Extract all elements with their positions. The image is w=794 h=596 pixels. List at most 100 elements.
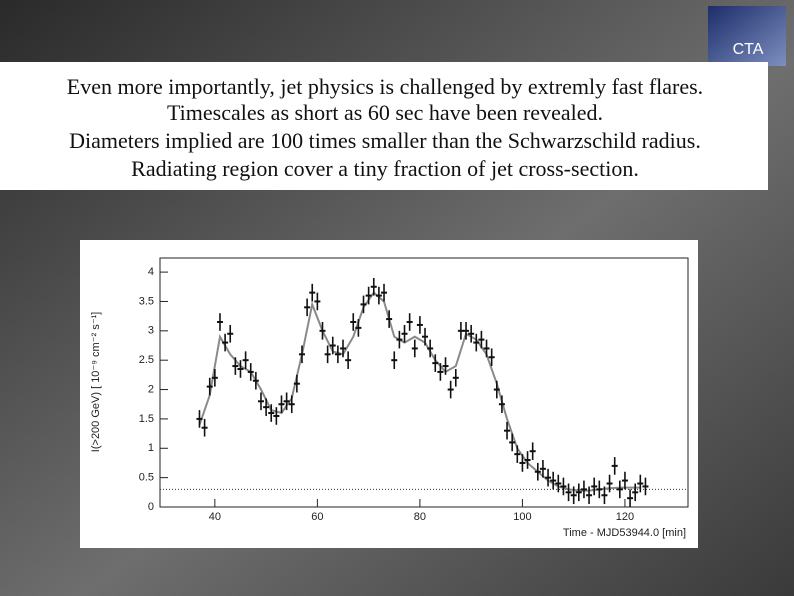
point: [278, 403, 285, 406]
point: [575, 491, 582, 494]
point: [498, 403, 505, 406]
point: [319, 329, 326, 332]
point: [427, 347, 434, 350]
point: [201, 426, 208, 429]
y-tick-label: 0: [148, 501, 154, 513]
point: [196, 417, 203, 420]
point: [329, 344, 336, 347]
point: [386, 318, 393, 321]
point: [298, 353, 305, 356]
x-tick-label: 60: [311, 511, 323, 523]
y-axis-label: I(>200 GeV) [ 10⁻⁹ cm⁻² s⁻¹]: [90, 312, 102, 452]
point: [396, 338, 403, 341]
point: [360, 303, 367, 306]
point: [345, 359, 352, 362]
point: [432, 362, 439, 365]
y-tick-label: 3: [148, 325, 154, 337]
point: [468, 332, 475, 335]
point: [519, 461, 526, 464]
y-tick-label: 0.5: [139, 472, 154, 484]
point: [401, 332, 408, 335]
y-tick-label: 4: [148, 266, 154, 278]
point: [222, 341, 229, 344]
point: [314, 300, 321, 303]
point: [493, 388, 500, 391]
slide-line: Radiating region cover a tiny fraction o…: [131, 156, 639, 181]
point: [478, 338, 485, 341]
point: [591, 485, 598, 488]
point: [529, 450, 536, 453]
point: [539, 467, 546, 470]
point: [601, 494, 608, 497]
point: [473, 341, 480, 344]
point: [370, 285, 377, 288]
point: [534, 470, 541, 473]
point: [406, 321, 413, 324]
y-tick-label: 3.5: [139, 295, 154, 307]
point: [586, 494, 593, 497]
point: [263, 406, 270, 409]
point: [565, 491, 572, 494]
point: [334, 353, 341, 356]
point: [642, 485, 649, 488]
point: [555, 482, 562, 485]
point: [273, 414, 280, 417]
point: [616, 488, 623, 491]
point: [606, 482, 613, 485]
point: [227, 332, 234, 335]
point: [545, 476, 552, 479]
point: [268, 412, 275, 415]
point: [463, 329, 470, 332]
point: [411, 347, 418, 350]
point: [442, 365, 449, 368]
slide-line: Timescales as short as 60 sec have been …: [167, 100, 603, 125]
point: [632, 491, 639, 494]
x-tick-label: 100: [513, 511, 531, 523]
point: [483, 347, 490, 350]
point: [452, 376, 459, 379]
point: [611, 464, 618, 467]
point: [391, 359, 398, 362]
point: [447, 388, 454, 391]
point: [355, 326, 362, 329]
slide-line: Even more importantly, jet physics is ch…: [67, 74, 703, 99]
point: [422, 335, 429, 338]
chart-box: [80, 240, 698, 548]
point: [621, 479, 628, 482]
point: [375, 294, 382, 297]
point: [340, 347, 347, 350]
point: [514, 453, 521, 456]
point: [324, 353, 331, 356]
point: [580, 488, 587, 491]
point: [570, 494, 577, 497]
point: [416, 323, 423, 326]
point: [350, 321, 357, 324]
point: [304, 306, 311, 309]
x-tick-label: 120: [616, 511, 634, 523]
point: [237, 367, 244, 370]
point: [509, 441, 516, 444]
point: [488, 356, 495, 359]
point: [232, 365, 239, 368]
point: [457, 329, 464, 332]
point: [550, 479, 557, 482]
logo-text: CTA: [733, 41, 764, 58]
point: [524, 459, 531, 462]
point: [596, 488, 603, 491]
slide-line: Diameters implied are 100 times smaller …: [69, 128, 701, 153]
x-axis-label: Time - MJD53944.0 [min]: [563, 527, 686, 539]
point: [288, 403, 295, 406]
x-tick-label: 40: [209, 511, 221, 523]
y-tick-label: 1.5: [139, 413, 154, 425]
point: [247, 370, 254, 373]
x-tick-label: 80: [414, 511, 426, 523]
point: [627, 497, 634, 500]
point: [381, 291, 388, 294]
point: [437, 370, 444, 373]
point: [242, 359, 249, 362]
point: [637, 482, 644, 485]
plot-frame: [159, 257, 689, 508]
point: [504, 429, 511, 432]
